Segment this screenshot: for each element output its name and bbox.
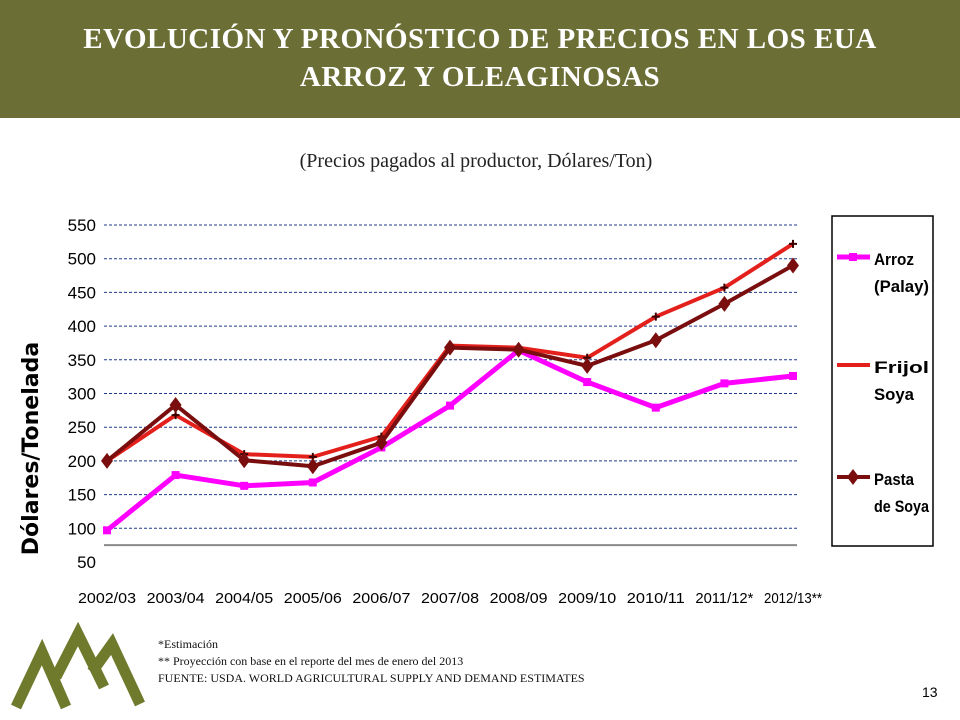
price-chart: 50 100 150 200 250 300 350 400 450 500 550 Dólares/… xyxy=(19,215,934,607)
footnote-estimate: *Estimación xyxy=(158,637,218,651)
title-banner xyxy=(0,0,960,118)
x-tick-label: 2002/03 xyxy=(78,590,136,607)
x-tick-label: 2004/05 xyxy=(215,590,273,607)
data-point xyxy=(649,332,662,349)
y-tick-label: 150 xyxy=(68,486,96,505)
series-line xyxy=(105,347,794,533)
x-tick-label: 2003/04 xyxy=(147,590,205,607)
data-point xyxy=(651,403,660,412)
x-tick-label: 2010/11 xyxy=(627,590,685,607)
y-tick-label: 350 xyxy=(68,351,96,370)
x-tick-label: 2011/12* xyxy=(695,590,753,607)
data-point xyxy=(308,478,317,487)
y-tick-label: 450 xyxy=(68,283,96,302)
y-axis-title: Dólares/Tonelada xyxy=(19,342,44,555)
legend-box xyxy=(831,215,934,547)
x-tick-label: 2012/13** xyxy=(764,590,822,607)
data-point xyxy=(720,379,729,388)
data-point xyxy=(101,452,113,469)
x-tick-label: 2005/06 xyxy=(284,590,342,607)
legend-label: Arroz xyxy=(874,250,914,269)
footnote-source: FUENTE: USDA. WORLD AGRICULTURAL SUPPLY … xyxy=(158,671,585,685)
data-point xyxy=(444,339,456,356)
title-line-1: EVOLUCIÓN Y PRONÓSTICO DE PRECIOS EN LOS… xyxy=(83,23,877,55)
data-point xyxy=(306,458,319,475)
x-tick-label: 2006/07 xyxy=(352,590,410,607)
legend-label: (Palay) xyxy=(874,277,929,296)
data-point xyxy=(789,239,797,248)
chart-subtitle: (Precios pagados al productor, Dólares/T… xyxy=(299,150,653,172)
data-point xyxy=(651,312,660,321)
data-point xyxy=(787,257,799,274)
data-point xyxy=(720,283,729,292)
legend-label: de Soya xyxy=(874,497,929,516)
x-tick-label: 2007/08 xyxy=(421,590,479,607)
organization-logo xyxy=(11,621,145,710)
data-point xyxy=(169,396,182,413)
data-point xyxy=(789,371,797,380)
y-tick-label: 200 xyxy=(68,452,96,471)
y-tick-label: 500 xyxy=(68,250,96,269)
data-point xyxy=(512,341,525,358)
x-tick-label: 2008/09 xyxy=(490,590,548,607)
y-tick-label: 100 xyxy=(68,519,96,538)
data-point xyxy=(718,295,731,312)
data-point xyxy=(446,401,454,410)
data-point xyxy=(581,357,594,374)
title-line-2: ARROZ Y OLEAGINOSAS xyxy=(299,61,661,93)
y-tick-label: 50 xyxy=(77,553,96,572)
legend-label: Pasta xyxy=(874,470,914,489)
data-point xyxy=(171,471,180,480)
legend-marker xyxy=(849,253,857,261)
footnote-projection: ** Proyección con base en el reporte del… xyxy=(158,654,464,668)
page-title: EVOLUCIÓN Y PRONÓSTICO DE PRECIOS EN LOS… xyxy=(0,20,960,96)
page-number: 13 xyxy=(922,684,938,700)
footnotes: *Estimación ** Proyección con base en el… xyxy=(158,636,585,687)
data-point xyxy=(240,481,249,490)
legend-label: Soya xyxy=(874,385,915,404)
x-tick-label: 2009/10 xyxy=(558,590,616,607)
y-tick-label: 400 xyxy=(68,317,96,336)
y-tick-label: 300 xyxy=(68,385,96,404)
data-point xyxy=(238,452,251,469)
data-point xyxy=(375,434,388,451)
legend-label: Frijol xyxy=(874,358,929,377)
legend-marker xyxy=(847,469,859,485)
y-tick-label: 250 xyxy=(68,418,96,437)
data-point xyxy=(583,378,592,387)
y-tick-label: 550 xyxy=(68,216,96,235)
data-point xyxy=(103,526,111,535)
